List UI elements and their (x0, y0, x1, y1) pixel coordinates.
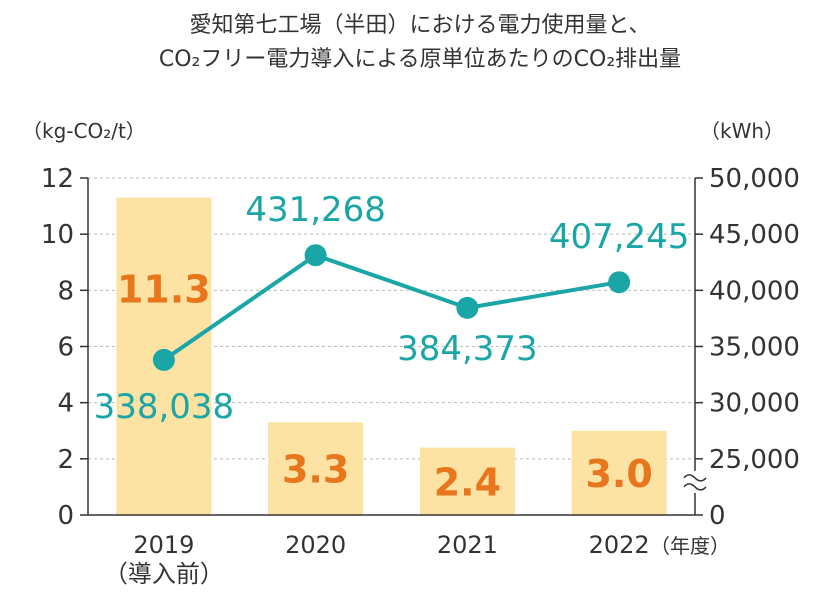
line-path (162, 253, 620, 362)
line-point-2022 (608, 271, 631, 294)
bar-value-label-2020: 3.3 (282, 448, 349, 492)
axis-break-mark-1 (683, 474, 707, 482)
bar-value-labels: 11.3 3.3 2.4 3.0 (117, 268, 653, 505)
chart-title-line-1: 愛知第七工場（半田）における電力使用量と、 (189, 13, 650, 38)
bar-2021 (419, 447, 515, 515)
line-point-2019 (152, 348, 175, 371)
right-axis-ticks: 0 25,000 30,000 35,000 40,000 45,000 50,000 (695, 164, 800, 531)
right-tick-label-6: 50,000 (709, 164, 800, 194)
bar-value-label-2021: 2.4 (434, 460, 501, 504)
right-tick-label-1: 25,000 (709, 445, 800, 475)
bar-value-label-2022: 3.0 (585, 452, 652, 496)
category-label-2020: 2020 (285, 531, 346, 559)
bar-value-label-2019: 11.3 (117, 268, 211, 312)
bar-2020 (268, 422, 364, 515)
line-value-labels: 338,038 431,268 384,373 407,245 (94, 190, 690, 427)
right-tick-label-4: 40,000 (709, 276, 800, 306)
line-point-2020 (304, 244, 327, 267)
line-value-label-2020: 431,268 (245, 190, 386, 230)
left-tick-label-4: 8 (57, 276, 74, 306)
left-tick-label-3: 6 (57, 333, 74, 363)
x-axis-unit: （年度） (650, 534, 730, 558)
left-tick-label-2: 4 (57, 389, 74, 419)
left-tick-label-0: 0 (57, 501, 74, 531)
chart-title-line-2: CO₂フリー電力導入による原単位あたりのCO₂排出量 (159, 47, 681, 72)
left-tick-label-6: 12 (41, 164, 74, 194)
category-label-2021: 2021 (437, 531, 498, 559)
category-labels: 2019（導入前） 2020 2021 2022 (104, 531, 650, 588)
left-axis-unit: （kg-CO₂/t） (22, 119, 146, 143)
left-tick-label-5: 10 (41, 220, 74, 250)
line-value-label-2022: 407,245 (549, 217, 690, 257)
category-label-2019: 2019 (133, 531, 194, 559)
line-value-label-2019: 338,038 (94, 387, 235, 427)
left-tick-label-1: 2 (57, 445, 74, 475)
right-tick-label-5: 45,000 (709, 220, 800, 250)
line-series (152, 244, 631, 371)
category-sublabel-2019: （導入前） (104, 560, 224, 588)
right-tick-label-0: 0 (709, 501, 726, 531)
right-axis-unit: （kWh） (700, 119, 784, 143)
category-label-2022: 2022 (589, 531, 650, 559)
right-tick-label-2: 30,000 (709, 389, 800, 419)
bar-series (116, 197, 667, 516)
line-point-2021 (456, 296, 479, 319)
line-value-label-2021: 384,373 (397, 329, 538, 369)
bar-2022 (571, 430, 667, 515)
axis-break-mark-2 (683, 483, 707, 491)
left-axis-ticks: 0 2 4 6 8 10 12 (41, 164, 88, 531)
right-tick-label-3: 35,000 (709, 333, 800, 363)
